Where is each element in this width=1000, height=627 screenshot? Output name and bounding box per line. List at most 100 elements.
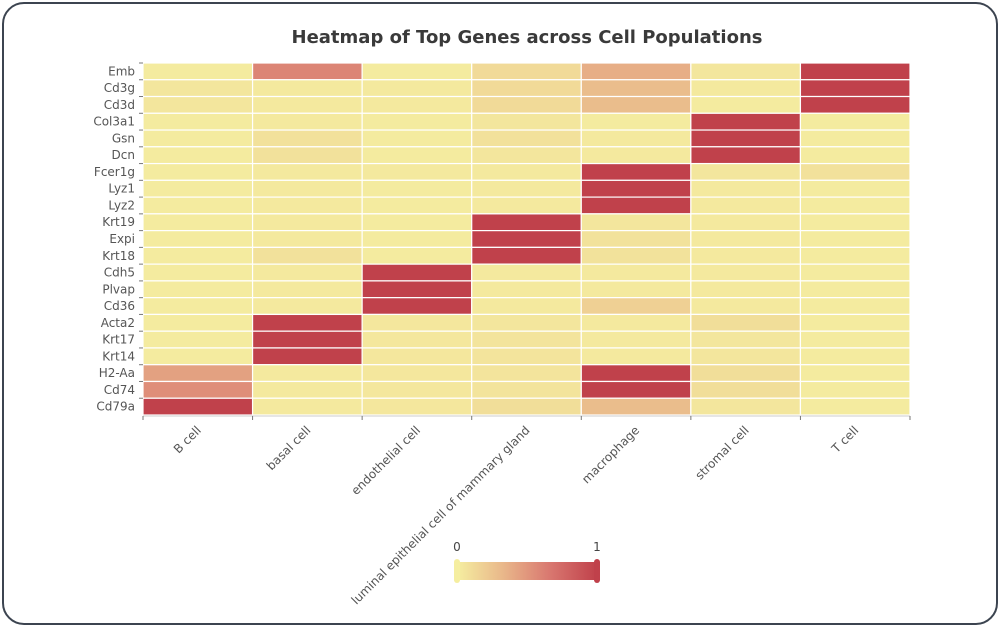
heatmap-cell[interactable]: [251, 330, 363, 349]
heatmap-cell[interactable]: [690, 280, 802, 299]
heatmap-cell[interactable]: [799, 230, 911, 248]
heatmap-cell[interactable]: [690, 112, 802, 131]
heatmap-cell[interactable]: [690, 330, 802, 349]
legend-max-handle[interactable]: [594, 559, 600, 583]
heatmap-cell[interactable]: [799, 179, 911, 198]
heatmap-cell[interactable]: [799, 196, 911, 215]
heatmap-cell[interactable]: [142, 280, 254, 299]
heatmap-cell[interactable]: [690, 146, 802, 165]
heatmap-cell[interactable]: [471, 397, 582, 416]
heatmap-cell[interactable]: [361, 146, 473, 165]
heatmap-cell[interactable]: [690, 230, 802, 248]
heatmap-cell[interactable]: [142, 263, 254, 282]
heatmap-cell[interactable]: [690, 313, 802, 332]
heatmap-cell[interactable]: [580, 364, 692, 383]
heatmap-cell[interactable]: [251, 230, 363, 248]
heatmap-cell[interactable]: [142, 146, 254, 165]
heatmap-cell[interactable]: [361, 313, 473, 332]
heatmap-cell[interactable]: [142, 213, 254, 232]
heatmap-cell[interactable]: [361, 280, 473, 299]
heatmap-cell[interactable]: [799, 79, 911, 98]
heatmap-cell[interactable]: [471, 112, 582, 131]
heatmap-cell[interactable]: [142, 397, 254, 416]
heatmap-cell[interactable]: [142, 380, 254, 399]
heatmap-cell[interactable]: [361, 246, 473, 265]
heatmap-cell[interactable]: [142, 246, 254, 265]
heatmap-cell[interactable]: [471, 62, 582, 81]
heatmap-cell[interactable]: [580, 230, 692, 248]
heatmap-cell[interactable]: [142, 196, 254, 215]
heatmap-cell[interactable]: [471, 313, 582, 332]
heatmap-cell[interactable]: [580, 95, 692, 114]
heatmap-cell[interactable]: [471, 146, 582, 165]
heatmap-cell[interactable]: [251, 112, 363, 131]
heatmap-cell[interactable]: [361, 364, 473, 383]
heatmap-cell[interactable]: [251, 364, 363, 383]
heatmap-cell[interactable]: [471, 95, 582, 114]
heatmap-cell[interactable]: [361, 129, 473, 148]
heatmap-cell[interactable]: [580, 263, 692, 282]
heatmap-cell[interactable]: [799, 213, 911, 232]
heatmap-cell[interactable]: [251, 246, 363, 265]
heatmap-cell[interactable]: [251, 79, 363, 98]
heatmap-cell[interactable]: [690, 196, 802, 215]
heatmap-cell[interactable]: [799, 112, 911, 131]
heatmap-cell[interactable]: [142, 330, 254, 349]
heatmap-cell[interactable]: [251, 146, 363, 165]
heatmap-cell[interactable]: [471, 179, 582, 198]
heatmap-cell[interactable]: [580, 297, 692, 316]
heatmap-cell[interactable]: [251, 380, 363, 399]
heatmap-cell[interactable]: [580, 347, 692, 366]
heatmap-cell[interactable]: [471, 380, 582, 399]
heatmap-cell[interactable]: [690, 297, 802, 316]
heatmap-cell[interactable]: [361, 79, 473, 98]
heatmap-cell[interactable]: [690, 397, 802, 416]
heatmap-cell[interactable]: [690, 213, 802, 232]
heatmap-cell[interactable]: [580, 162, 692, 181]
heatmap-cell[interactable]: [580, 313, 692, 332]
heatmap-cell[interactable]: [251, 179, 363, 198]
heatmap-cell[interactable]: [142, 129, 254, 148]
heatmap-cell[interactable]: [690, 364, 802, 383]
heatmap-cell[interactable]: [580, 280, 692, 299]
heatmap-cell[interactable]: [251, 297, 363, 316]
heatmap-cell[interactable]: [580, 79, 692, 98]
heatmap-cell[interactable]: [471, 79, 582, 98]
heatmap-cell[interactable]: [361, 213, 473, 232]
heatmap-cell[interactable]: [471, 280, 582, 299]
heatmap-cell[interactable]: [251, 347, 363, 366]
heatmap-cell[interactable]: [690, 79, 802, 98]
heatmap-cell[interactable]: [251, 313, 363, 332]
heatmap-cell[interactable]: [799, 162, 911, 181]
heatmap-cell[interactable]: [251, 95, 363, 114]
heatmap-cell[interactable]: [251, 213, 363, 232]
heatmap-cell[interactable]: [251, 129, 363, 148]
heatmap-cell[interactable]: [580, 112, 692, 131]
heatmap-cell[interactable]: [251, 263, 363, 282]
heatmap-cell[interactable]: [361, 330, 473, 349]
heatmap-cell[interactable]: [361, 347, 473, 366]
heatmap-cell[interactable]: [799, 62, 911, 81]
heatmap-cell[interactable]: [251, 196, 363, 215]
heatmap-cell[interactable]: [471, 330, 582, 349]
heatmap-cell[interactable]: [799, 280, 911, 299]
heatmap-cell[interactable]: [580, 213, 692, 232]
heatmap-cell[interactable]: [251, 162, 363, 181]
heatmap-cell[interactable]: [799, 364, 911, 383]
heatmap-cell[interactable]: [142, 95, 254, 114]
heatmap-cell[interactable]: [690, 246, 802, 265]
heatmap-cell[interactable]: [580, 397, 692, 416]
heatmap-cell[interactable]: [361, 196, 473, 215]
heatmap-cell[interactable]: [580, 129, 692, 148]
heatmap-cell[interactable]: [690, 62, 802, 81]
heatmap-cell[interactable]: [580, 330, 692, 349]
heatmap-cell[interactable]: [471, 297, 582, 316]
heatmap-cell[interactable]: [799, 146, 911, 165]
legend-min-handle[interactable]: [454, 559, 460, 583]
heatmap-cell[interactable]: [471, 246, 582, 265]
heatmap-cell[interactable]: [361, 162, 473, 181]
heatmap-cell[interactable]: [251, 62, 363, 81]
heatmap-cell[interactable]: [580, 196, 692, 215]
heatmap-cell[interactable]: [142, 364, 254, 383]
heatmap-cell[interactable]: [361, 297, 473, 316]
